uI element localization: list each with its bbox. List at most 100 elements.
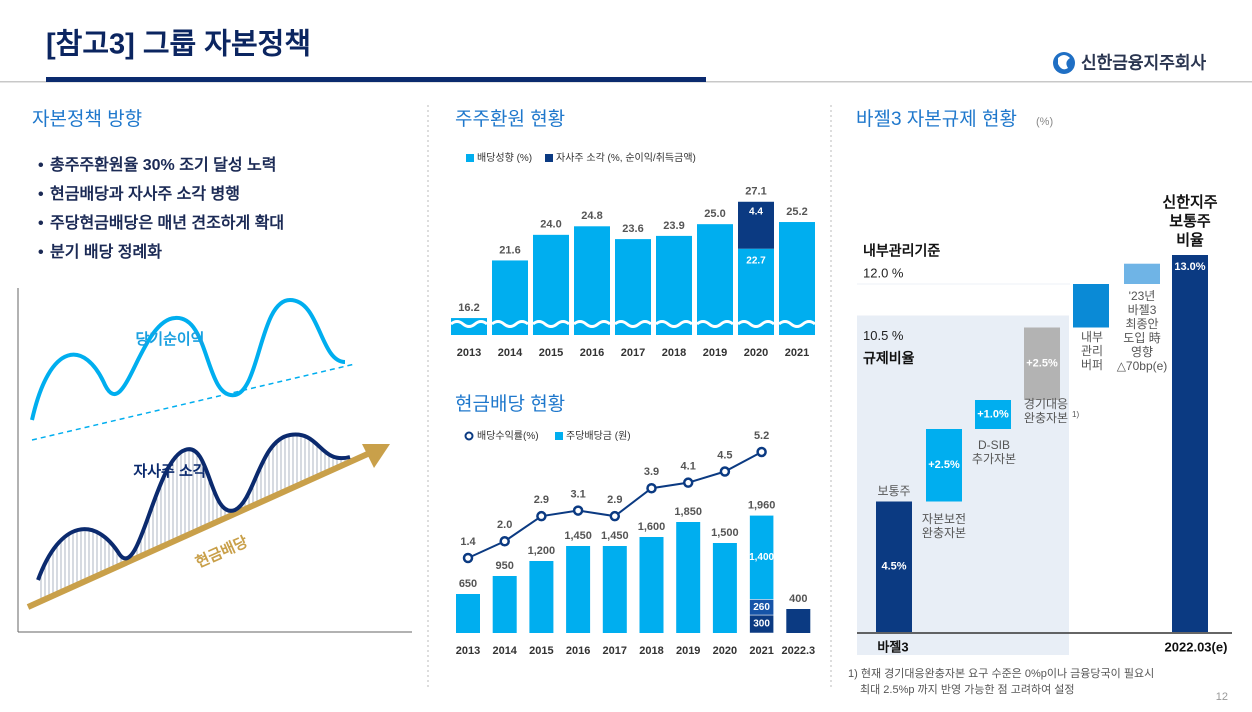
step-label: △70bp(e) [1117, 359, 1168, 373]
waterfall-bar [1124, 263, 1160, 284]
bullet: 총주주환원율 30% 조기 달성 노력 [50, 155, 276, 174]
value-label: 25.2 [786, 206, 807, 218]
x-tick-label: 2017 [603, 645, 627, 657]
buyback-wave [36, 432, 351, 581]
axis-break [696, 320, 734, 328]
value-label: +1.0% [977, 408, 1009, 420]
value-label: 400 [789, 593, 807, 605]
legend-swatch [545, 154, 553, 162]
bar [602, 546, 627, 633]
illustration: 당기순이익 자사주 소각 현금배당 [17, 288, 412, 633]
bullet-dot: • [38, 186, 44, 203]
value-label: 13.0% [1174, 261, 1205, 273]
x-tick-label: 2018 [639, 645, 663, 657]
reference-value: 12.0 % [863, 265, 904, 280]
step-label: 바젤3 [1128, 303, 1157, 317]
axis-break [614, 320, 652, 328]
value-label: 1,200 [528, 545, 556, 557]
line-point [682, 477, 694, 488]
step-label: 최종안 [1125, 317, 1158, 331]
legend-label: 자사주 소각 (%, 순이익/취득금액) [556, 152, 696, 164]
x-tick-label: 2013 [456, 645, 480, 657]
income-wave [30, 297, 346, 421]
value-label: 21.6 [499, 244, 520, 256]
bar [639, 537, 664, 633]
section-title: 주주환원 현황 [455, 108, 565, 130]
x-tick-label: 2015 [529, 645, 553, 657]
bar [615, 239, 651, 335]
axis-break [450, 320, 488, 328]
point-label: 2.9 [607, 494, 622, 506]
x-tick-label: 2014 [492, 645, 517, 657]
bar [529, 561, 554, 633]
step-label: 영향 [1131, 345, 1153, 359]
bullet-dot: • [38, 215, 44, 232]
waterfall-bar [926, 429, 962, 502]
total-bar [1172, 255, 1208, 632]
value-label: 1,450 [601, 530, 629, 542]
bar [786, 609, 811, 633]
bar [492, 260, 528, 335]
value-label: 16.2 [458, 302, 479, 314]
x-tick-label: 2021 [749, 645, 773, 657]
line-point [719, 466, 731, 477]
axis-break [573, 320, 611, 328]
value-label: 950 [496, 560, 514, 572]
logo-mark [1058, 55, 1070, 70]
section-title: 현금배당 현황 [455, 393, 565, 415]
header-bar [46, 77, 706, 82]
line-point [646, 483, 657, 494]
legend-swatch [555, 432, 563, 440]
axis-break [491, 320, 529, 328]
dividend-arrow [26, 449, 374, 610]
x-tick-label: 2016 [580, 347, 604, 359]
value-label: 1,500 [711, 527, 739, 539]
total-label: 27.1 [745, 186, 766, 198]
step-label: 관리 [1081, 344, 1103, 358]
bar [456, 594, 480, 633]
line-point [499, 536, 510, 547]
point-label: 3.9 [644, 466, 659, 478]
reference-label: 규제비율 [863, 350, 915, 366]
footnote: 최대 2.5%p 까지 반영 가능한 점 고려하여 설정 [860, 682, 1075, 696]
axis-break [655, 320, 693, 328]
x-tick-label: 2019 [676, 645, 700, 657]
footnote: 1) 현재 경기대응완충자본 요구 수준은 0%p이나 금융당국이 필요시 [848, 667, 1154, 680]
unit-label: (%) [1036, 116, 1053, 128]
value-label: 650 [459, 578, 477, 590]
x-label: 2022.03(e) [1165, 639, 1228, 654]
value-label: 23.6 [622, 223, 643, 235]
total-label: 비율 [1176, 232, 1204, 249]
bullet-dot: • [38, 244, 44, 261]
step-label: '23년 [1129, 289, 1156, 303]
line-point [536, 510, 547, 522]
legend-label: 주당배당금 (원) [566, 430, 631, 442]
bar [566, 546, 591, 633]
axis-break [778, 320, 816, 328]
bar-stack [738, 201, 774, 249]
value-label: 24.8 [581, 210, 602, 222]
bullet: 현금배당과 자사주 소각 병행 [50, 184, 240, 203]
step-label: 자본보전 [922, 512, 966, 526]
step-label: 보통주 [877, 484, 910, 498]
point-label: 1.4 [460, 536, 476, 548]
step-label: 도입 時 [1123, 331, 1160, 345]
value-label: 1,600 [638, 521, 666, 533]
step-label: 버퍼 [1081, 358, 1103, 372]
waterfall-bar [975, 400, 1011, 429]
x-tick-label: 2022.3 [781, 645, 815, 657]
note-mark: 1) [1072, 410, 1079, 419]
point-label: 5.2 [754, 430, 769, 442]
x-tick-label: 2013 [457, 347, 481, 359]
section-title: 바젤3 자본규제 현황 [856, 108, 1017, 130]
illustration-label: 현금배당 [193, 533, 251, 572]
x-tick-label: 2016 [566, 645, 590, 657]
x-tick-label: 2019 [703, 347, 727, 359]
step-label: D-SIB [978, 438, 1010, 452]
step-label: 완충자본 [922, 526, 966, 540]
trend-line [31, 363, 356, 441]
waterfall-bar [1024, 327, 1060, 400]
bar-segment [749, 515, 774, 600]
bullet: 분기 배당 정례화 [50, 242, 162, 261]
